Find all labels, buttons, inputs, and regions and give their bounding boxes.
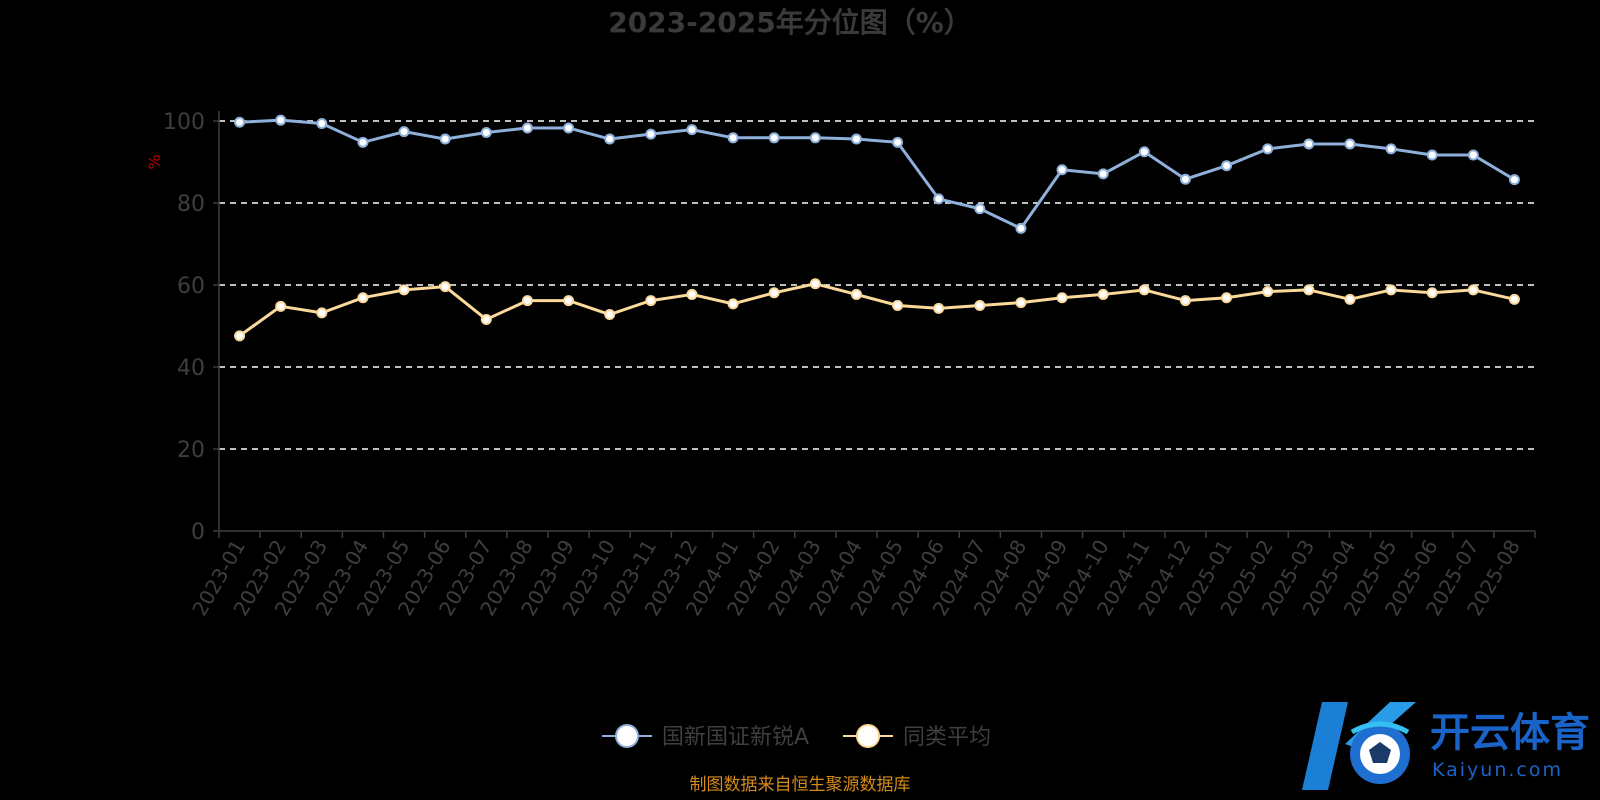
data-point-series-1[interactable]: [1303, 138, 1315, 150]
data-point-series-2[interactable]: [1179, 295, 1191, 307]
chart-title: 2023-2025年分位图（%）: [608, 6, 972, 39]
logo-sub-text: Kaiyun.com: [1432, 759, 1563, 781]
data-point-series-1[interactable]: [1015, 222, 1027, 234]
data-point-series-1[interactable]: [1262, 143, 1274, 155]
data-point-series-2[interactable]: [1015, 297, 1027, 309]
data-point-series-1[interactable]: [1138, 146, 1150, 158]
data-point-series-1[interactable]: [521, 122, 533, 134]
data-point-series-2[interactable]: [521, 295, 533, 307]
data-point-series-2[interactable]: [1344, 293, 1356, 305]
data-point-series-2[interactable]: [275, 300, 287, 312]
legend-label-series-2: 同类平均: [903, 725, 991, 750]
y-tick-label: 20: [177, 438, 205, 463]
data-point-series-2[interactable]: [1467, 284, 1479, 296]
data-point-series-1[interactable]: [1344, 138, 1356, 150]
data-point-series-2[interactable]: [1221, 292, 1233, 304]
data-point-series-1[interactable]: [1179, 173, 1191, 185]
data-point-series-1[interactable]: [439, 133, 451, 145]
data-point-series-2[interactable]: [645, 295, 657, 307]
data-point-series-1[interactable]: [275, 114, 287, 126]
data-point-series-1[interactable]: [234, 116, 246, 128]
data-point-series-1[interactable]: [1097, 168, 1109, 180]
data-point-series-2[interactable]: [398, 284, 410, 296]
y-tick-label: 60: [177, 274, 205, 299]
kaiyun-logo: 开云体育 Kaiyun.com: [1302, 702, 1590, 790]
data-point-series-1[interactable]: [686, 124, 698, 136]
data-point-series-1[interactable]: [1467, 149, 1479, 161]
logo-brand-text: 开云体育: [1430, 710, 1590, 756]
data-point-series-2[interactable]: [1097, 288, 1109, 300]
data-point-series-1[interactable]: [480, 126, 492, 138]
data-point-series-2[interactable]: [439, 281, 451, 293]
data-point-series-1[interactable]: [645, 128, 657, 140]
data-point-series-1[interactable]: [1056, 164, 1068, 176]
y-tick-label: 100: [163, 110, 205, 135]
y-axis-label: %: [145, 154, 164, 169]
data-point-series-1[interactable]: [398, 126, 410, 138]
data-point-series-2[interactable]: [809, 278, 821, 290]
data-point-series-1[interactable]: [1426, 149, 1438, 161]
data-point-series-2[interactable]: [480, 313, 492, 325]
data-point-series-1[interactable]: [809, 132, 821, 144]
data-point-series-2[interactable]: [933, 302, 945, 314]
data-point-series-2[interactable]: [1056, 292, 1068, 304]
data-point-series-1[interactable]: [727, 132, 739, 144]
data-point-series-2[interactable]: [1508, 293, 1520, 305]
data-point-series-2[interactable]: [563, 295, 575, 307]
data-point-series-2[interactable]: [1262, 286, 1274, 298]
series-line-2: [238, 282, 1515, 338]
legend-marker-series-1: [615, 724, 639, 748]
data-point-series-2[interactable]: [974, 300, 986, 311]
data-point-series-1[interactable]: [604, 133, 616, 145]
data-point-series-2[interactable]: [234, 330, 246, 342]
data-point-series-2[interactable]: [892, 300, 904, 311]
legend-item-series-1[interactable]: 国新国证新锐A: [602, 724, 809, 750]
series-line-1: [239, 118, 1516, 230]
series-layer: [234, 114, 1520, 342]
grid-layer: [219, 120, 1535, 450]
data-point-series-1[interactable]: [563, 122, 575, 134]
data-point-series-1[interactable]: [1508, 174, 1520, 186]
data-point-series-1[interactable]: [316, 117, 328, 129]
legend[interactable]: 国新国证新锐A 同类平均: [602, 724, 991, 750]
legend-label-series-1: 国新国证新锐A: [662, 725, 809, 750]
data-point-series-2[interactable]: [604, 309, 616, 321]
data-point-series-2[interactable]: [1426, 287, 1438, 299]
data-point-series-2[interactable]: [1385, 284, 1397, 296]
y-tick-label: 80: [177, 192, 205, 217]
data-point-series-1[interactable]: [892, 136, 904, 148]
data-point-series-1[interactable]: [1385, 143, 1397, 155]
data-point-series-2[interactable]: [1138, 284, 1150, 296]
data-point-series-1[interactable]: [1221, 160, 1233, 172]
data-point-series-2[interactable]: [686, 288, 698, 300]
data-point-series-1[interactable]: [974, 203, 986, 215]
y-tick-label: 0: [191, 520, 205, 545]
data-point-series-2[interactable]: [1303, 284, 1315, 296]
legend-item-series-2[interactable]: 同类平均: [843, 724, 991, 750]
data-point-series-1[interactable]: [850, 133, 862, 145]
data-point-series-2[interactable]: [727, 298, 739, 310]
data-point-series-1[interactable]: [357, 136, 369, 148]
data-point-series-1[interactable]: [768, 132, 780, 144]
source-note: 制图数据来自恒生聚源数据库: [690, 775, 911, 795]
data-point-series-2[interactable]: [768, 287, 780, 299]
axis-layer: 0204060801002023-012023-022023-032023-04…: [163, 110, 1536, 620]
data-point-series-2[interactable]: [316, 307, 328, 319]
logo-k-emblem: [1302, 702, 1416, 790]
data-point-series-2[interactable]: [357, 292, 369, 304]
data-point-series-2[interactable]: [850, 288, 862, 300]
legend-marker-series-2: [856, 724, 880, 748]
y-tick-label: 40: [177, 356, 205, 381]
data-point-series-1[interactable]: [933, 193, 945, 205]
